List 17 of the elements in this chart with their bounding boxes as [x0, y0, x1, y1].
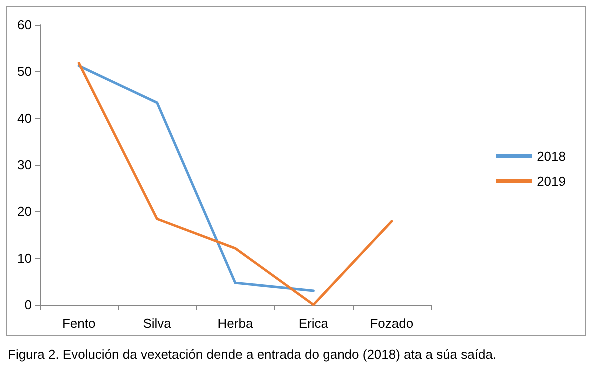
legend-label: 2019 — [537, 174, 566, 189]
x-tick-label: Fento — [62, 316, 96, 331]
legend-label: 2018 — [537, 149, 566, 164]
y-tick-label: 10 — [18, 250, 32, 266]
y-tick-label: 60 — [18, 18, 32, 32]
x-tick-label: Fozado — [370, 316, 414, 331]
y-tick-label: 50 — [18, 64, 32, 80]
line-series — [78, 64, 315, 292]
x-tick-label: Erica — [298, 316, 330, 331]
text: Figura 2. Evolución da vexetación dende a entrada do gando (2018) ata a súa saída. — [8, 347, 497, 362]
x-tick-label: Silva — [143, 316, 172, 331]
line-series — [78, 62, 394, 306]
y-tick-label: 20 — [18, 204, 32, 220]
y-tick-label: 40 — [18, 110, 32, 126]
y-tick-label: 0 — [24, 298, 32, 312]
y-tick-label: 30 — [18, 158, 32, 172]
x-tick-label: Herba — [218, 316, 254, 331]
